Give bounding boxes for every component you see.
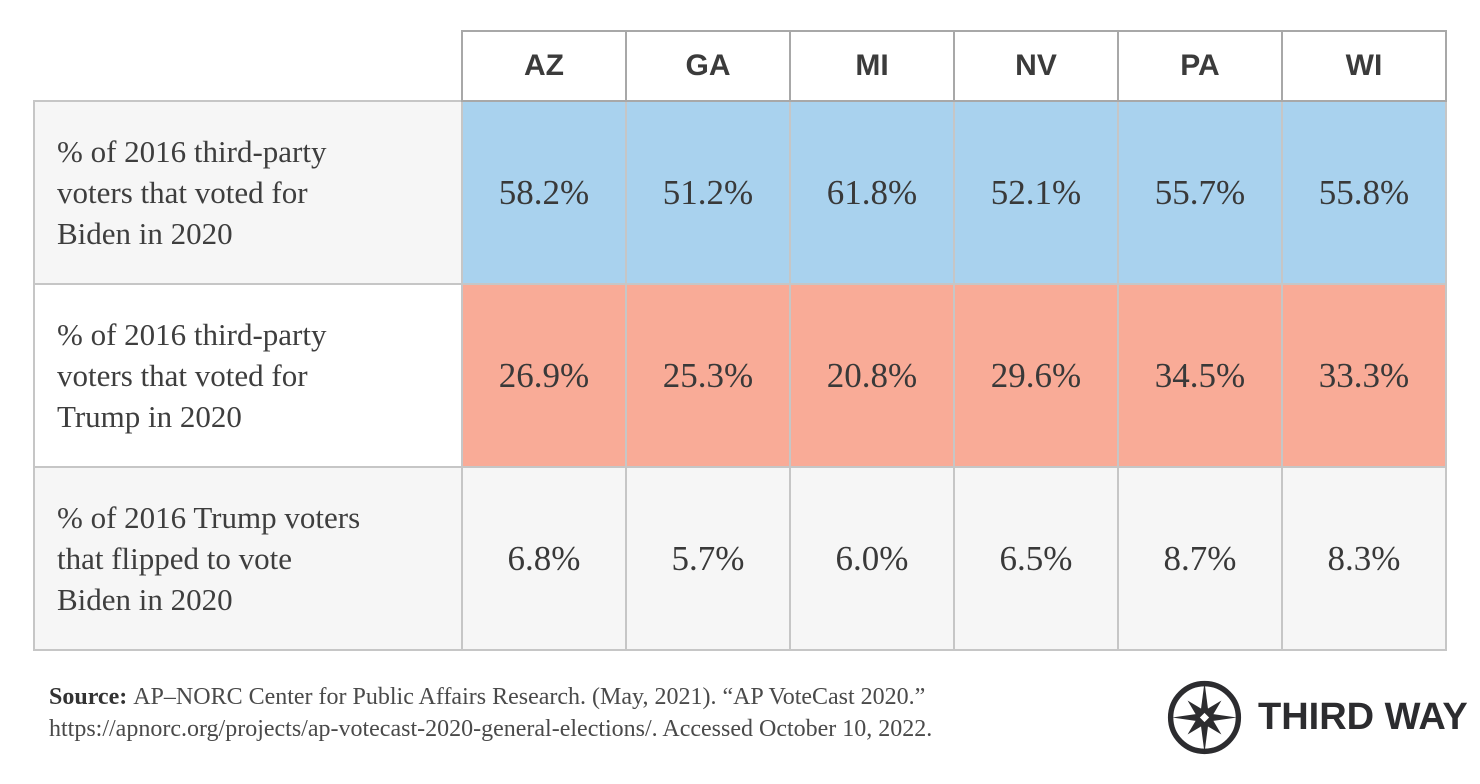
value-flipped-mi: 6.0% bbox=[789, 466, 955, 651]
row-label: % of 2016 third-party voters that voted … bbox=[33, 283, 463, 468]
header-wi: WI bbox=[1281, 30, 1447, 102]
value-biden-nv: 52.1% bbox=[953, 100, 1119, 285]
source-citation: AP–NORC Center for Public Affairs Resear… bbox=[133, 684, 926, 710]
value-trump-pa: 34.5% bbox=[1117, 283, 1283, 468]
header-pa: PA bbox=[1117, 30, 1283, 102]
header-mi: MI bbox=[789, 30, 955, 102]
value-trump-az: 26.9% bbox=[461, 283, 627, 468]
value-biden-pa: 55.7% bbox=[1117, 100, 1283, 285]
results-table-wrap: AZ GA MI NV PA WI % of 2016 third-party … bbox=[33, 30, 1447, 651]
value-biden-ga: 51.2% bbox=[625, 100, 791, 285]
row-trump-flipped-to-biden: % of 2016 Trump voters that flipped to v… bbox=[33, 466, 1447, 651]
value-flipped-pa: 8.7% bbox=[1117, 466, 1283, 651]
value-trump-mi: 20.8% bbox=[789, 283, 955, 468]
corner-cell bbox=[34, 31, 462, 101]
logo-wordmark: THIRD WAY bbox=[1258, 695, 1468, 738]
value-trump-wi: 33.3% bbox=[1281, 283, 1447, 468]
results-table: AZ GA MI NV PA WI % of 2016 third-party … bbox=[33, 30, 1447, 651]
header-az: AZ bbox=[461, 30, 627, 102]
value-biden-mi: 61.8% bbox=[789, 100, 955, 285]
header-row: AZ GA MI NV PA WI bbox=[34, 30, 1447, 102]
value-flipped-ga: 5.7% bbox=[625, 466, 791, 651]
compass-star-icon bbox=[1166, 679, 1243, 756]
header-ga: GA bbox=[625, 30, 791, 102]
value-flipped-nv: 6.5% bbox=[953, 466, 1119, 651]
value-biden-wi: 55.8% bbox=[1281, 100, 1447, 285]
value-flipped-wi: 8.3% bbox=[1281, 466, 1447, 651]
source-note: Source: AP–NORC Center for Public Affairs… bbox=[49, 681, 1139, 745]
value-biden-az: 58.2% bbox=[461, 100, 627, 285]
value-trump-nv: 29.6% bbox=[953, 283, 1119, 468]
row-label: % of 2016 Trump voters that flipped to v… bbox=[33, 466, 463, 651]
header-nv: NV bbox=[953, 30, 1119, 102]
third-way-logo: THIRD WAY bbox=[1166, 678, 1468, 756]
value-trump-ga: 25.3% bbox=[625, 283, 791, 468]
value-flipped-az: 6.8% bbox=[461, 466, 627, 651]
row-third-party-to-trump: % of 2016 third-party voters that voted … bbox=[33, 283, 1447, 468]
source-label: Source: bbox=[49, 684, 128, 710]
row-third-party-to-biden: % of 2016 third-party voters that voted … bbox=[33, 100, 1447, 285]
source-url: https://apnorc.org/projects/ap-votecast-… bbox=[49, 716, 933, 742]
row-label: % of 2016 third-party voters that voted … bbox=[33, 100, 463, 285]
